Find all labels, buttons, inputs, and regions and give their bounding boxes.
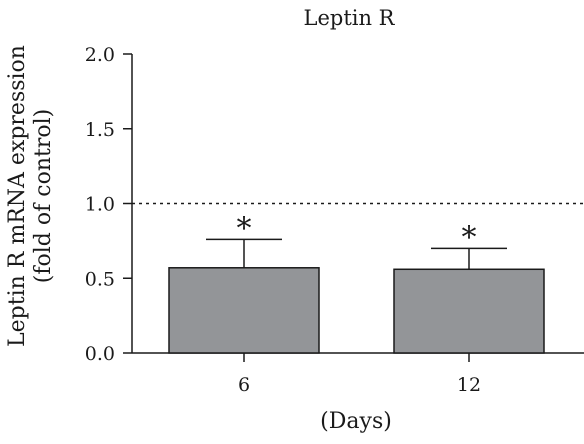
y-tick-label-1: 0.5 (85, 268, 115, 290)
x-tick-label-0: 6 (238, 374, 250, 396)
bar-1 (393, 268, 545, 354)
y-tick-label-4: 2.0 (85, 44, 115, 66)
x-axis-title: (Days) (320, 409, 392, 434)
y-tick-label-0: 0.0 (85, 343, 115, 365)
y-tick-label-2: 1.0 (85, 194, 115, 216)
y-axis-title-line-1: Leptin R mRNA expression (5, 45, 30, 347)
significance-marker-1: * (462, 220, 477, 255)
chart-title: Leptin R (304, 6, 396, 30)
x-tick-label-1: 12 (457, 374, 481, 396)
y-tick-label-3: 1.5 (85, 119, 115, 141)
significance-marker-0: * (237, 211, 252, 246)
y-axis-title-line-2: (fold of control) (31, 109, 56, 283)
bar-0 (168, 267, 320, 354)
